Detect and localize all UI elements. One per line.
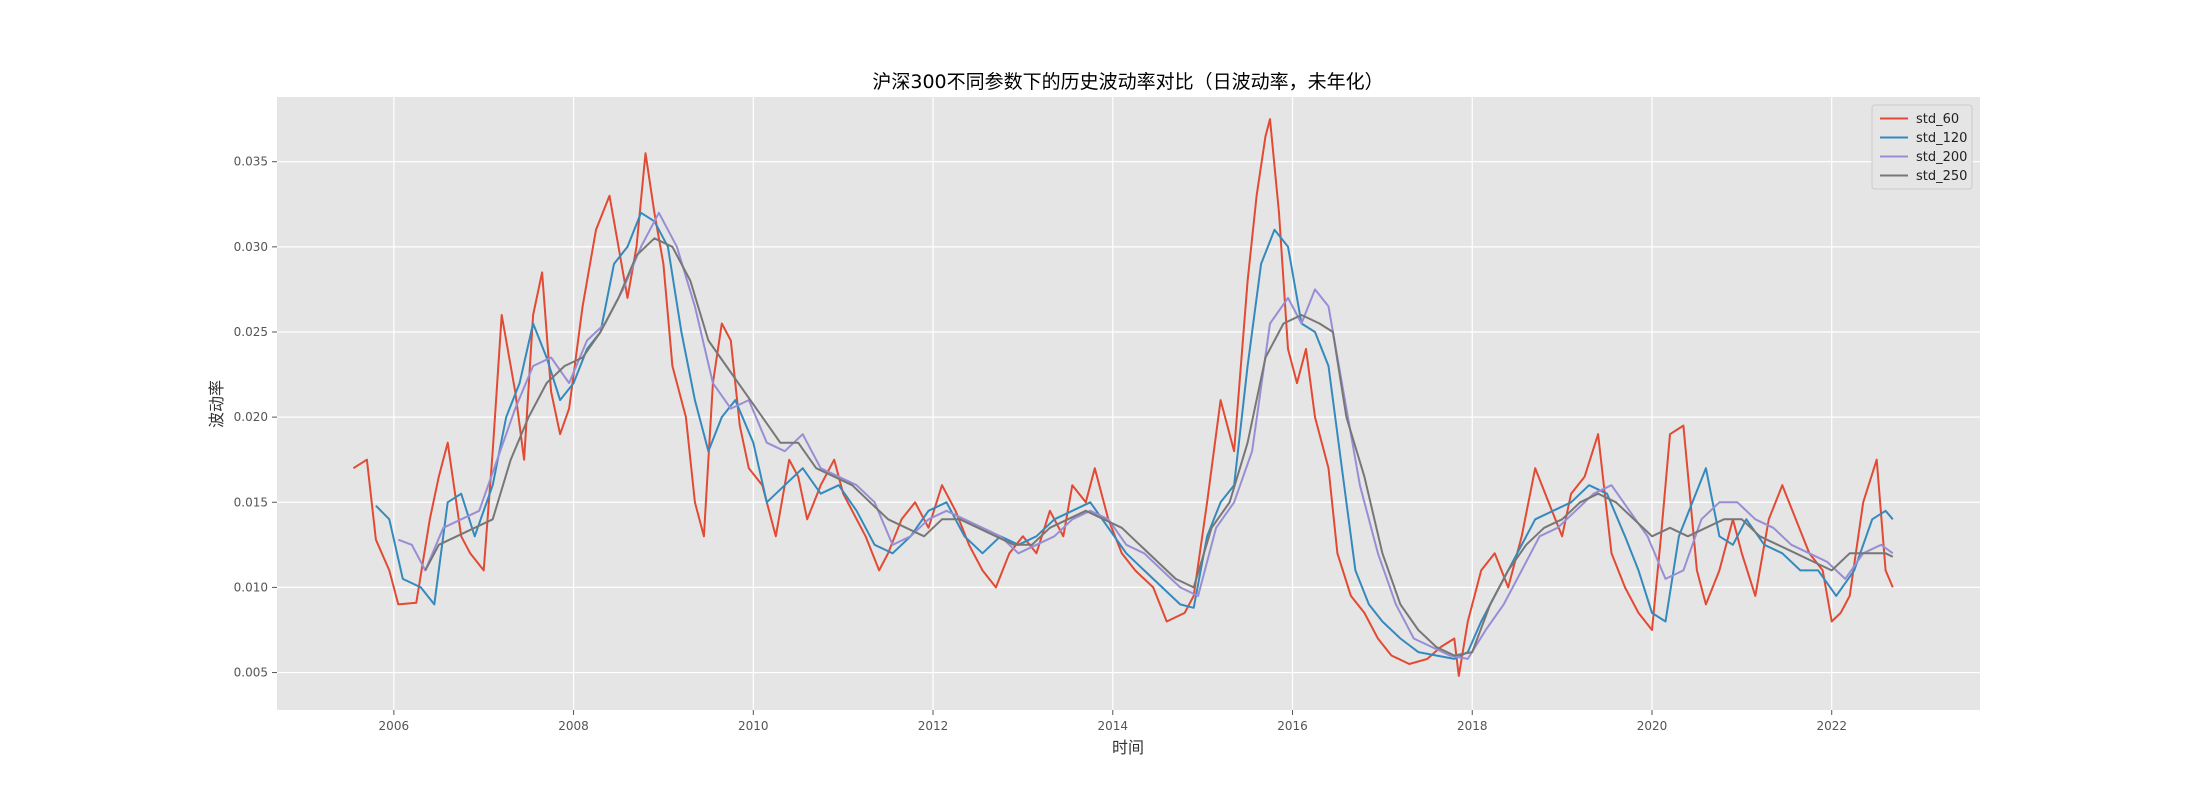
y-tick-label: 0.005 bbox=[234, 666, 268, 680]
y-tick-label: 0.020 bbox=[234, 410, 268, 424]
x-tick-label: 2010 bbox=[738, 719, 769, 733]
x-axis-label: 时间 bbox=[1112, 738, 1144, 757]
x-tick-label: 2020 bbox=[1637, 719, 1668, 733]
legend-label: std_120 bbox=[1916, 131, 1967, 146]
plot-area bbox=[277, 97, 1980, 710]
y-axis: 0.005 0.010 0.015 0.020 0.025 0.030 0.035 bbox=[234, 155, 277, 680]
legend-box bbox=[1871, 104, 1973, 190]
x-axis: 2006 2008 2010 2012 2014 2016 2018 2020 2022 bbox=[379, 710, 1847, 733]
y-axis-label: 波动率 bbox=[207, 380, 226, 428]
y-tick-label: 0.010 bbox=[234, 580, 268, 594]
legend-label: std_250 bbox=[1916, 169, 1967, 184]
x-tick-label: 2022 bbox=[1816, 719, 1847, 733]
y-tick-label: 0.030 bbox=[234, 240, 268, 254]
x-tick-label: 2016 bbox=[1277, 719, 1308, 733]
y-tick-label: 0.035 bbox=[234, 155, 268, 169]
legend: std_60 std_120 std_200 std_250 bbox=[1871, 104, 1973, 190]
legend-label: std_60 bbox=[1916, 112, 1959, 127]
x-tick-label: 2006 bbox=[379, 719, 410, 733]
y-tick-label: 0.015 bbox=[234, 495, 268, 509]
series-line-std-250 bbox=[424, 237, 1894, 657]
series-line-std-60 bbox=[352, 118, 1894, 677]
x-tick-label: 2008 bbox=[558, 719, 589, 733]
series-lines bbox=[352, 118, 1894, 677]
y-tick-label: 0.025 bbox=[234, 325, 268, 339]
grid bbox=[277, 97, 1980, 710]
x-tick-label: 2018 bbox=[1457, 719, 1488, 733]
series-line-std-200 bbox=[397, 211, 1894, 660]
x-tick-label: 2014 bbox=[1097, 719, 1128, 733]
x-tick-label: 2012 bbox=[918, 719, 949, 733]
series-line-std-120 bbox=[375, 211, 1894, 660]
chart-title: 沪深300不同参数下的历史波动率对比（日波动率，未年化） bbox=[872, 71, 1383, 93]
legend-label: std_200 bbox=[1916, 150, 1967, 165]
